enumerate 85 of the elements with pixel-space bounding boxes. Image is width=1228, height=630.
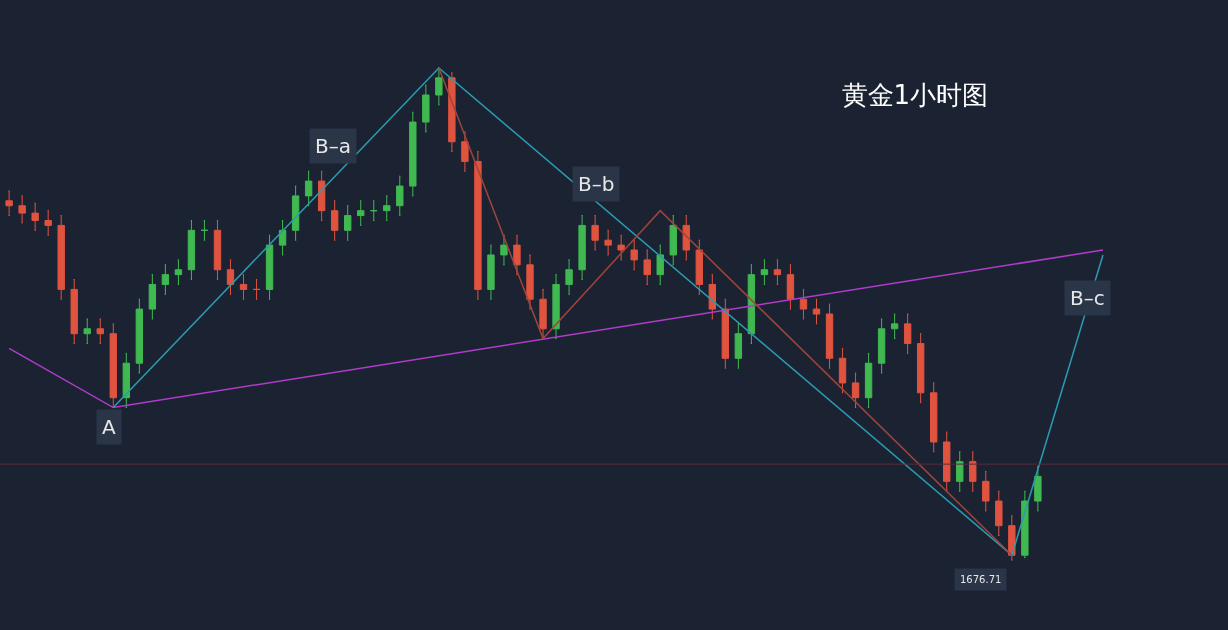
text: 黄金1小时图 <box>841 79 989 110</box>
candlestick <box>317 170 326 221</box>
candlestick <box>44 210 52 236</box>
candlestick <box>903 313 912 354</box>
candlestick <box>474 151 482 300</box>
candlestick <box>825 303 834 369</box>
candlestick <box>187 220 196 281</box>
candlestick <box>409 111 417 197</box>
candlestick <box>31 202 39 231</box>
candlestick <box>200 220 209 241</box>
candlestick <box>539 288 547 340</box>
candlestick <box>513 234 521 276</box>
candlestick <box>18 195 26 224</box>
candlestick <box>370 200 378 221</box>
candlestick <box>83 318 91 345</box>
candlestick <box>435 67 443 106</box>
candlestick <box>890 313 899 340</box>
candlestick <box>448 72 456 153</box>
candlestick <box>226 259 235 295</box>
candlestick <box>995 490 1003 536</box>
candlestick <box>1021 490 1029 559</box>
candlestick <box>122 352 131 409</box>
candlestick <box>344 205 352 241</box>
candlestick <box>956 451 964 492</box>
candlestick <box>734 323 743 369</box>
candlestick <box>760 259 769 285</box>
candlestick <box>396 175 404 217</box>
candlestick <box>916 333 925 404</box>
candlestick <box>422 84 430 133</box>
candlestick <box>851 372 860 409</box>
candlestick <box>109 323 117 409</box>
annotation: A <box>102 415 116 439</box>
candlestick <box>213 220 222 281</box>
candlestick <box>578 215 586 281</box>
candlestick <box>252 279 261 300</box>
candlestick <box>604 229 612 256</box>
candlestick <box>799 288 808 320</box>
candlestick <box>500 234 508 266</box>
text: 1676.71 <box>960 574 1002 585</box>
candlestick <box>838 347 847 394</box>
candlestick <box>812 298 821 325</box>
candlestick <box>721 298 730 369</box>
candlestick <box>148 274 157 320</box>
candlestick <box>1008 515 1016 561</box>
candlestick <box>695 239 703 295</box>
candlestick <box>487 244 495 300</box>
candlestick <box>135 298 144 374</box>
candlestick <box>656 244 664 285</box>
candlestick <box>461 131 469 172</box>
candlestick <box>969 451 977 492</box>
candlestick <box>682 215 690 261</box>
candlestick <box>591 215 599 251</box>
candlestick <box>643 249 651 285</box>
annotation: B–b <box>578 172 615 196</box>
candlestick <box>617 234 625 261</box>
candlestick <box>669 215 677 266</box>
annotation: B–c <box>1070 286 1105 310</box>
candlestick <box>5 190 13 217</box>
candlestick <box>630 239 638 271</box>
candlestick <box>70 279 78 345</box>
candlestick <box>708 274 717 320</box>
candlestick <box>96 318 104 345</box>
candlestick <box>786 264 795 310</box>
candlestick <box>864 352 873 409</box>
candlestick <box>565 259 573 295</box>
candlestick <box>174 259 183 285</box>
candlestick <box>357 200 365 226</box>
candlestick <box>982 471 990 512</box>
candlestick <box>773 259 782 285</box>
candlestick <box>161 264 170 295</box>
candlestick <box>239 274 248 300</box>
candlestick <box>330 200 339 241</box>
annotation: B–a <box>315 134 351 158</box>
candlestick <box>930 382 938 453</box>
candlestick <box>265 234 274 300</box>
candlestick <box>304 170 313 207</box>
candlestick <box>278 220 287 256</box>
candlestick <box>943 431 951 492</box>
candlestick <box>383 195 391 221</box>
candlestick <box>552 274 560 340</box>
candlestick <box>291 185 300 241</box>
candlestick <box>57 215 65 300</box>
candlestick <box>526 254 534 310</box>
candlestick <box>1034 466 1042 512</box>
candlestick <box>877 318 886 374</box>
